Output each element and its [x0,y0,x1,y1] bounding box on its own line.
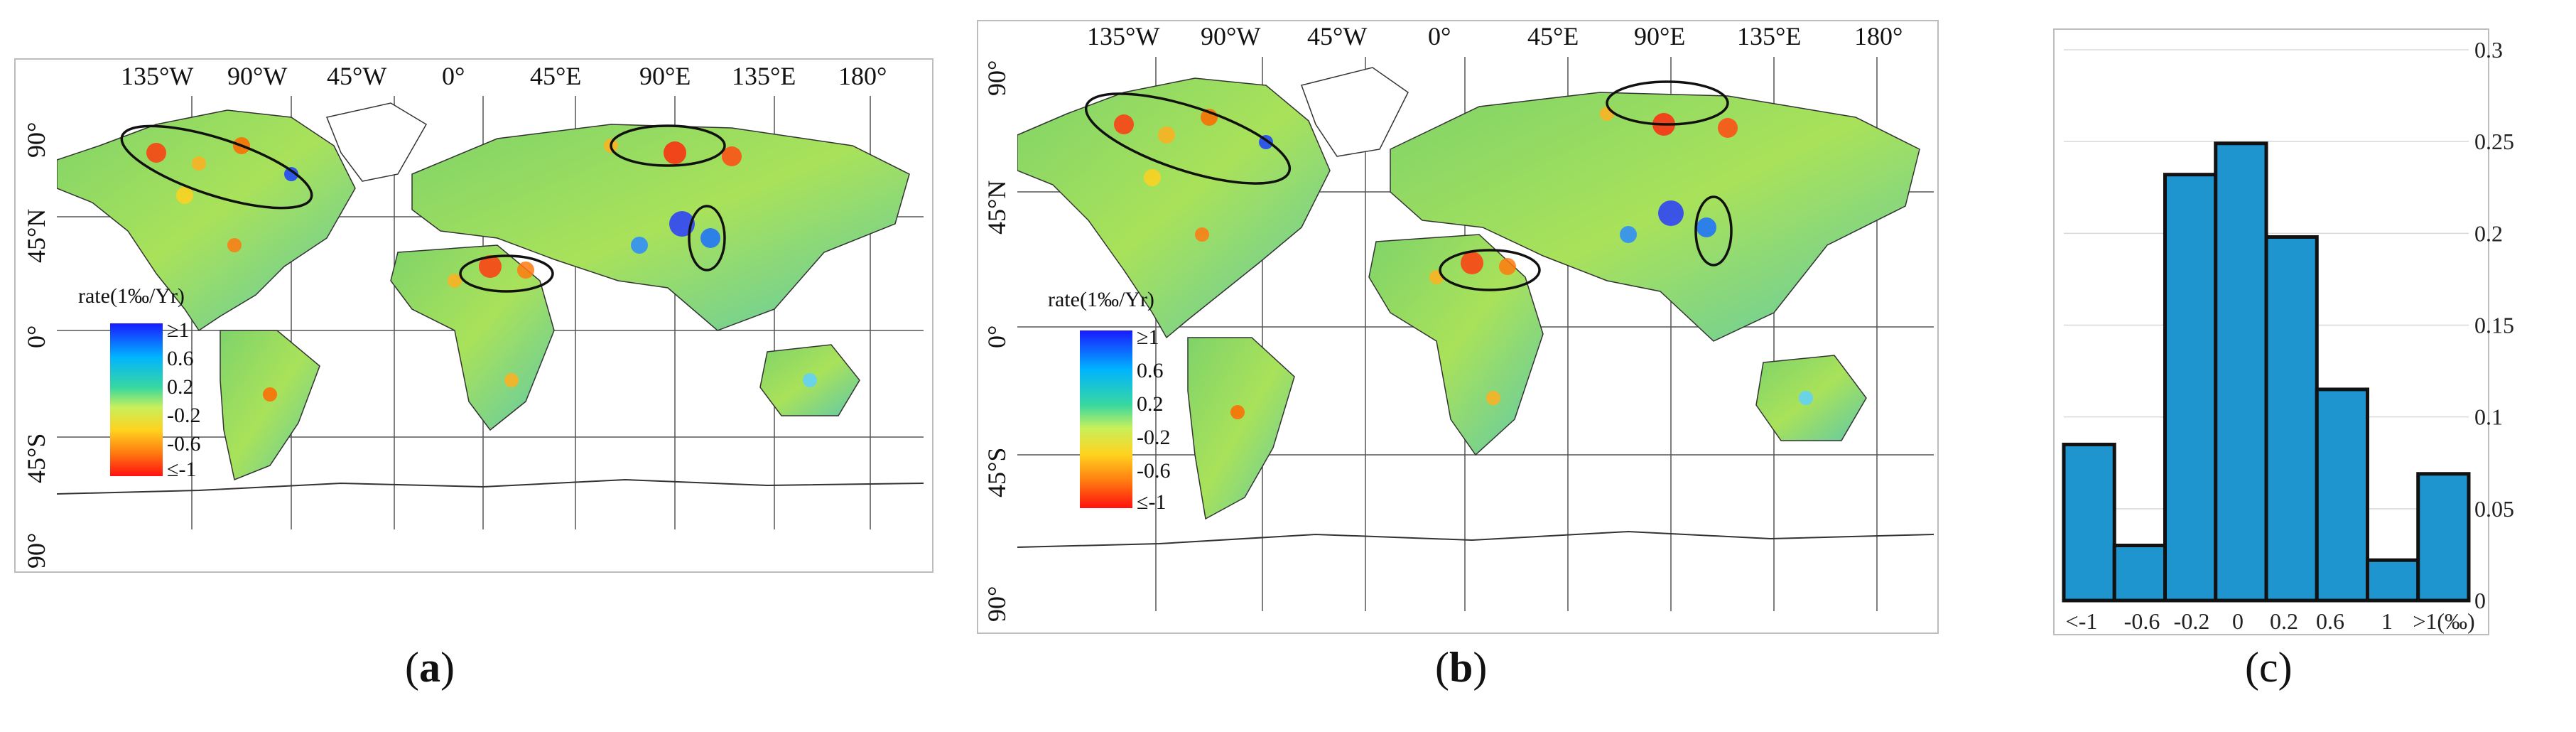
africa-b [1368,234,1544,456]
lon-label: 135°W [121,62,194,90]
legend-tick: -0.6 [167,432,201,456]
legend-title-b: rate(1‰/Yr) [1048,288,1154,311]
antarctica-b [1017,530,1934,548]
legend-colorbar-b [1080,330,1132,508]
lon-label: 0° [1428,22,1451,50]
lat-label: 0° [983,325,1011,348]
lon-label: 90°E [639,62,691,90]
legend-tick: 0.6 [1137,359,1164,382]
legend-title-a: rate(1‰/Yr) [78,284,185,308]
lat-label: 90° [983,60,1011,96]
legend-tick: ≥1 [1137,325,1159,349]
legend-colorbar-a [110,323,163,476]
legend-tick: ≥1 [167,318,190,342]
north-america-b [1017,77,1331,339]
y-tick-label: 0 [2474,588,2486,613]
y-tick-label: 0.3 [2474,37,2503,63]
y-tick-label: 0.2 [2474,220,2503,246]
lon-label: 135°E [732,62,796,90]
lon-label: 45°E [530,62,582,90]
legend-tick: -0.6 [1137,459,1171,483]
legend-tick: ≤-1 [167,458,197,481]
lon-label: 0° [442,62,465,90]
histogram-bar [2214,141,2268,603]
y-tick-label: 0.1 [2474,404,2503,430]
map-panel-b: 135°W 90°W 45°W 0° 45°E 90°E 135°E 180° … [966,0,1947,732]
caption-a: (a) [405,644,455,691]
lon-label: 135°E [1737,22,1802,50]
caption-c: (c) [2245,644,2293,691]
legend-tick: 0.2 [167,375,194,399]
south-america-a [220,330,320,481]
legend-tick: 0.6 [167,347,194,370]
histogram-bar [2315,387,2369,603]
legend-tick: ≤-1 [1137,490,1167,514]
lon-label: 45°W [327,62,387,90]
lon-label: 90°E [1634,22,1686,50]
greenland-b [1301,67,1409,157]
histogram-bar [2163,173,2218,603]
x-tick-label: 0.6 [2316,608,2344,634]
lat-label: 45°S [983,447,1011,497]
lat-label: 0° [22,325,50,348]
caption-b: (b) [1435,644,1488,691]
antarctica-a [57,478,924,495]
lat-label: 45°N [22,208,50,263]
lat-label: 90° [22,532,50,569]
y-tick-label: 0.15 [2474,313,2514,338]
lon-label: 45°W [1307,22,1368,50]
y-tick-label: 0.25 [2474,129,2514,154]
x-tick-label: -0.2 [2174,608,2210,634]
lat-label: 45°N [983,180,1011,235]
x-tick-label: >1(‰) [2413,608,2474,634]
legend-tick: -0.2 [167,404,201,427]
x-tick-label: 1 [2381,608,2393,634]
lon-label: 45°E [1527,22,1579,50]
histogram-bar [2112,544,2167,603]
greenland-a [325,102,428,182]
x-tick-label: 0.2 [2270,608,2298,634]
lon-label: 90°W [227,62,288,90]
lon-label: 180° [1854,22,1903,50]
histogram-bar [2366,558,2420,603]
histogram-bar [2062,442,2116,603]
lat-label: 90° [983,586,1011,622]
legend-tick: -0.2 [1137,426,1171,449]
lat-label: 45°S [22,433,50,483]
lon-label: 135°W [1087,22,1160,50]
world-map-b [1017,57,1934,611]
south-america-b [1187,337,1295,520]
histogram-bar [2416,472,2471,603]
eurasia-b [1390,92,1920,342]
lon-label: 90°W [1201,22,1261,50]
x-tick-label: 0 [2232,608,2244,634]
world-map-a [57,96,924,529]
x-tick-label: <-1 [2066,608,2098,634]
y-tick-label: 0.05 [2474,496,2514,522]
lat-label: 90° [22,122,50,158]
histogram-panel-c: 0 0.05 0.1 0.15 0.2 0.25 0.3 <-1 -0.6 -0.2 0 0.2 0.6… [2046,0,2576,732]
x-tick-label: -0.6 [2124,608,2160,634]
map-panel-a: 135°W 90°W 45°W 0° 45°E 90°E 135°E 180° … [0,0,945,732]
lon-label: 180° [838,62,887,90]
histogram-bar [2264,235,2319,603]
legend-tick: 0.2 [1137,392,1164,416]
histogram-chart: 0 0.05 0.1 0.15 0.2 0.25 0.3 <-1 -0.6 -0.2 0 0.2 0.6… [2062,37,2514,634]
